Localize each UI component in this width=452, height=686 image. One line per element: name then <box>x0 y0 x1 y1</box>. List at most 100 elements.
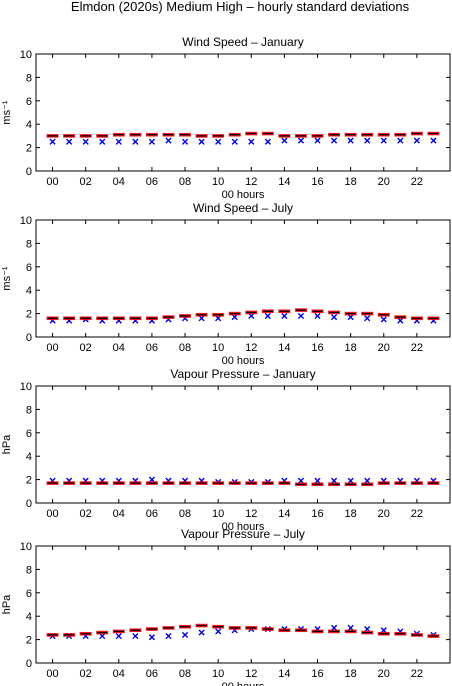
x-tick-label: 16 <box>311 668 323 680</box>
data-point-cross <box>132 138 139 145</box>
data-point-cross <box>364 315 371 322</box>
x-tick-label: 12 <box>245 176 257 188</box>
y-tick-label: 6 <box>26 96 32 108</box>
x-tick-label: 06 <box>146 668 158 680</box>
data-point-cross <box>66 138 73 145</box>
data-point-cross <box>264 138 271 145</box>
data-point-cross <box>248 138 255 145</box>
data-point-cross <box>330 137 338 144</box>
data-point-cross <box>132 632 139 640</box>
x-tick-label: 16 <box>311 342 323 354</box>
x-tick-label: 04 <box>113 176 125 188</box>
x-tick-label: 10 <box>212 176 224 188</box>
data-point-cross <box>82 138 89 145</box>
data-point-cross <box>330 314 338 321</box>
data-point-cross <box>231 138 238 145</box>
x-tick-label: 02 <box>80 668 92 680</box>
y-tick-label: 4 <box>26 285 32 297</box>
data-point-cross <box>148 138 156 145</box>
x-tick-label: 18 <box>345 668 357 680</box>
y-tick-label: 8 <box>26 564 32 576</box>
x-tick-label: 18 <box>345 176 357 188</box>
x-tick-label: 22 <box>411 176 423 188</box>
x-tick-label: 00 <box>46 342 58 354</box>
series-cross <box>49 137 437 145</box>
data-point-cross <box>115 632 122 640</box>
data-point-cross <box>380 137 387 144</box>
y-tick-label: 0 <box>26 332 32 344</box>
y-tick-label: 6 <box>26 262 32 274</box>
x-tick-label: 14 <box>278 508 290 520</box>
x-tick-label: 10 <box>212 668 224 680</box>
y-tick-label: 0 <box>26 658 32 670</box>
data-point-cross <box>297 312 305 320</box>
chart-title: Vapour Pressure – July <box>181 527 305 541</box>
x-axis-label: 00 hours <box>222 355 265 367</box>
data-point-cross <box>264 312 271 320</box>
data-point-cross <box>413 137 420 144</box>
x-tick-label: 02 <box>80 342 92 354</box>
data-point-cross <box>380 316 387 323</box>
data-point-cross <box>49 138 56 145</box>
plot-frame <box>35 53 451 172</box>
y-tick-label: 0 <box>26 498 32 510</box>
data-point-cross <box>198 629 205 636</box>
chart-title: Vapour Pressure – January <box>170 367 315 381</box>
series-dash <box>46 623 440 638</box>
data-point-cross <box>314 137 321 144</box>
x-tick-label: 12 <box>245 508 257 520</box>
x-axis-label: 00 hours <box>222 521 265 533</box>
x-tick-label: 14 <box>278 342 290 354</box>
x-tick-label: 22 <box>411 668 423 680</box>
y-tick-label: 2 <box>26 143 32 155</box>
y-tick-label: 6 <box>26 428 32 440</box>
data-point-cross <box>181 631 189 639</box>
x-tick-label: 06 <box>146 342 158 354</box>
x-tick-label: 12 <box>245 342 257 354</box>
x-tick-label: 14 <box>278 668 290 680</box>
data-point-cross <box>115 138 122 145</box>
y-tick-label: 4 <box>26 611 32 623</box>
data-point-cross <box>297 137 305 144</box>
series-dash <box>46 481 440 487</box>
data-point-cross <box>99 138 106 145</box>
x-tick-label: 14 <box>278 176 290 188</box>
x-tick-label: 18 <box>345 342 357 354</box>
y-tick-label: 4 <box>26 119 32 131</box>
y-tick-label: 2 <box>26 635 32 647</box>
x-tick-label: 00 <box>46 508 58 520</box>
data-point-cross <box>215 138 222 145</box>
x-tick-label: 02 <box>80 176 92 188</box>
data-point-cross <box>397 137 404 144</box>
x-tick-label: 20 <box>378 508 390 520</box>
y-axis-label: ms⁻¹ <box>1 100 13 124</box>
y-tick-label: 8 <box>26 238 32 250</box>
y-axis-label: hPa <box>1 434 13 454</box>
data-point-cross <box>165 137 172 144</box>
y-tick-label: 10 <box>20 215 32 227</box>
data-point-cross <box>347 137 354 144</box>
x-axis-label: 00 hours <box>222 189 265 201</box>
y-axis-label: hPa <box>1 594 13 614</box>
x-tick-label: 12 <box>245 668 257 680</box>
y-tick-label: 2 <box>26 475 32 487</box>
chart-title: Wind Speed – January <box>182 35 303 49</box>
x-tick-label: 20 <box>378 342 390 354</box>
x-tick-label: 16 <box>311 176 323 188</box>
x-axis-label: 00 hours <box>222 681 265 686</box>
data-point-cross <box>165 632 172 640</box>
y-tick-label: 8 <box>26 72 32 84</box>
x-tick-label: 18 <box>345 508 357 520</box>
data-point-cross <box>430 137 437 144</box>
x-tick-label: 00 <box>46 176 58 188</box>
y-tick-label: 10 <box>20 381 32 393</box>
y-axis-label: ms⁻¹ <box>1 266 13 290</box>
x-tick-label: 22 <box>411 342 423 354</box>
x-tick-label: 08 <box>179 668 191 680</box>
x-tick-label: 08 <box>179 508 191 520</box>
